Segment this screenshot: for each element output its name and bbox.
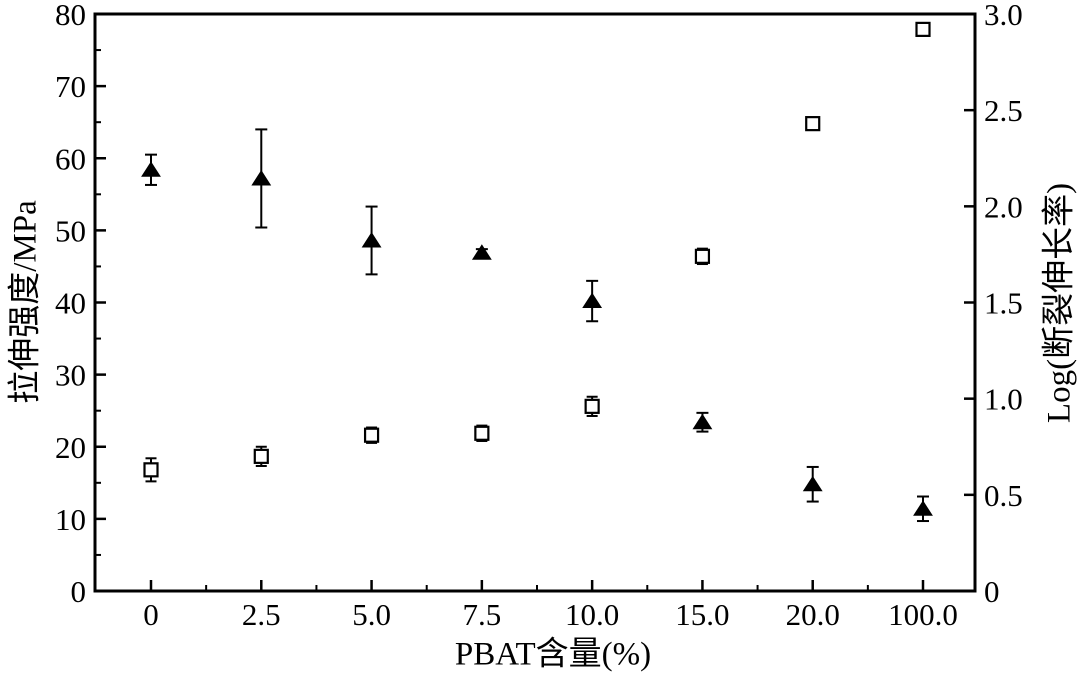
plot-frame [93,12,977,593]
data-point-square [915,21,931,37]
x-axis-title: PBAT含量(%) [454,636,652,673]
right-axis-tick-label: 2.5 [984,93,1023,128]
data-point-triangle [913,500,933,516]
x-axis-tick-label: 20.0 [786,597,840,632]
data-point-square [143,462,159,478]
data-point-triangle [361,232,382,248]
right-axis-tick-label: 3.0 [984,0,1023,32]
data-point-triangle [251,170,272,186]
data-point-triangle [692,413,713,430]
right-axis-title: Log(断裂伸长率) [1041,182,1078,424]
x-axis-tick-label: 7.5 [462,597,501,632]
left-axis-tick-label: 80 [55,0,86,32]
left-axis-title: 拉伸强度/MPa [7,200,44,404]
left-axis-tick-label: 30 [55,358,86,393]
right-axis-tick-label: 0 [984,574,1000,609]
x-axis-tick-label: 100.0 [888,597,958,632]
right-axis-tick-label: 1.0 [984,382,1023,417]
x-axis-tick-label: 2.5 [242,597,281,632]
data-point-square [694,248,711,264]
data-point-square [584,398,600,414]
data-point-square [253,448,269,464]
right-axis-tick-label: 2.0 [984,189,1023,224]
x-axis-tick-label: 15.0 [675,597,729,632]
data-point-triangle [582,292,603,309]
left-axis-tick-label: 60 [55,141,86,176]
left-axis-tick-label: 10 [55,502,86,537]
left-axis-tick-label: 0 [71,574,87,609]
left-axis-tick-label: 70 [55,69,86,104]
data-point-square [363,427,380,443]
data-point-triangle [141,161,161,177]
x-axis-tick-label: 5.0 [352,597,391,632]
right-axis-tick-label: 0.5 [984,478,1023,513]
left-axis-tick-label: 50 [55,213,86,248]
x-axis-tick-label: 0 [143,597,159,632]
data-point-square [474,425,490,441]
data-point-square [805,116,821,132]
left-axis-tick-label: 20 [55,430,86,465]
right-axis-tick-label: 1.5 [984,286,1023,321]
data-point-triangle [802,475,823,492]
data-point-triangle [471,244,492,260]
x-axis-tick-label: 10.0 [565,597,619,632]
left-axis-tick-label: 40 [55,286,86,321]
